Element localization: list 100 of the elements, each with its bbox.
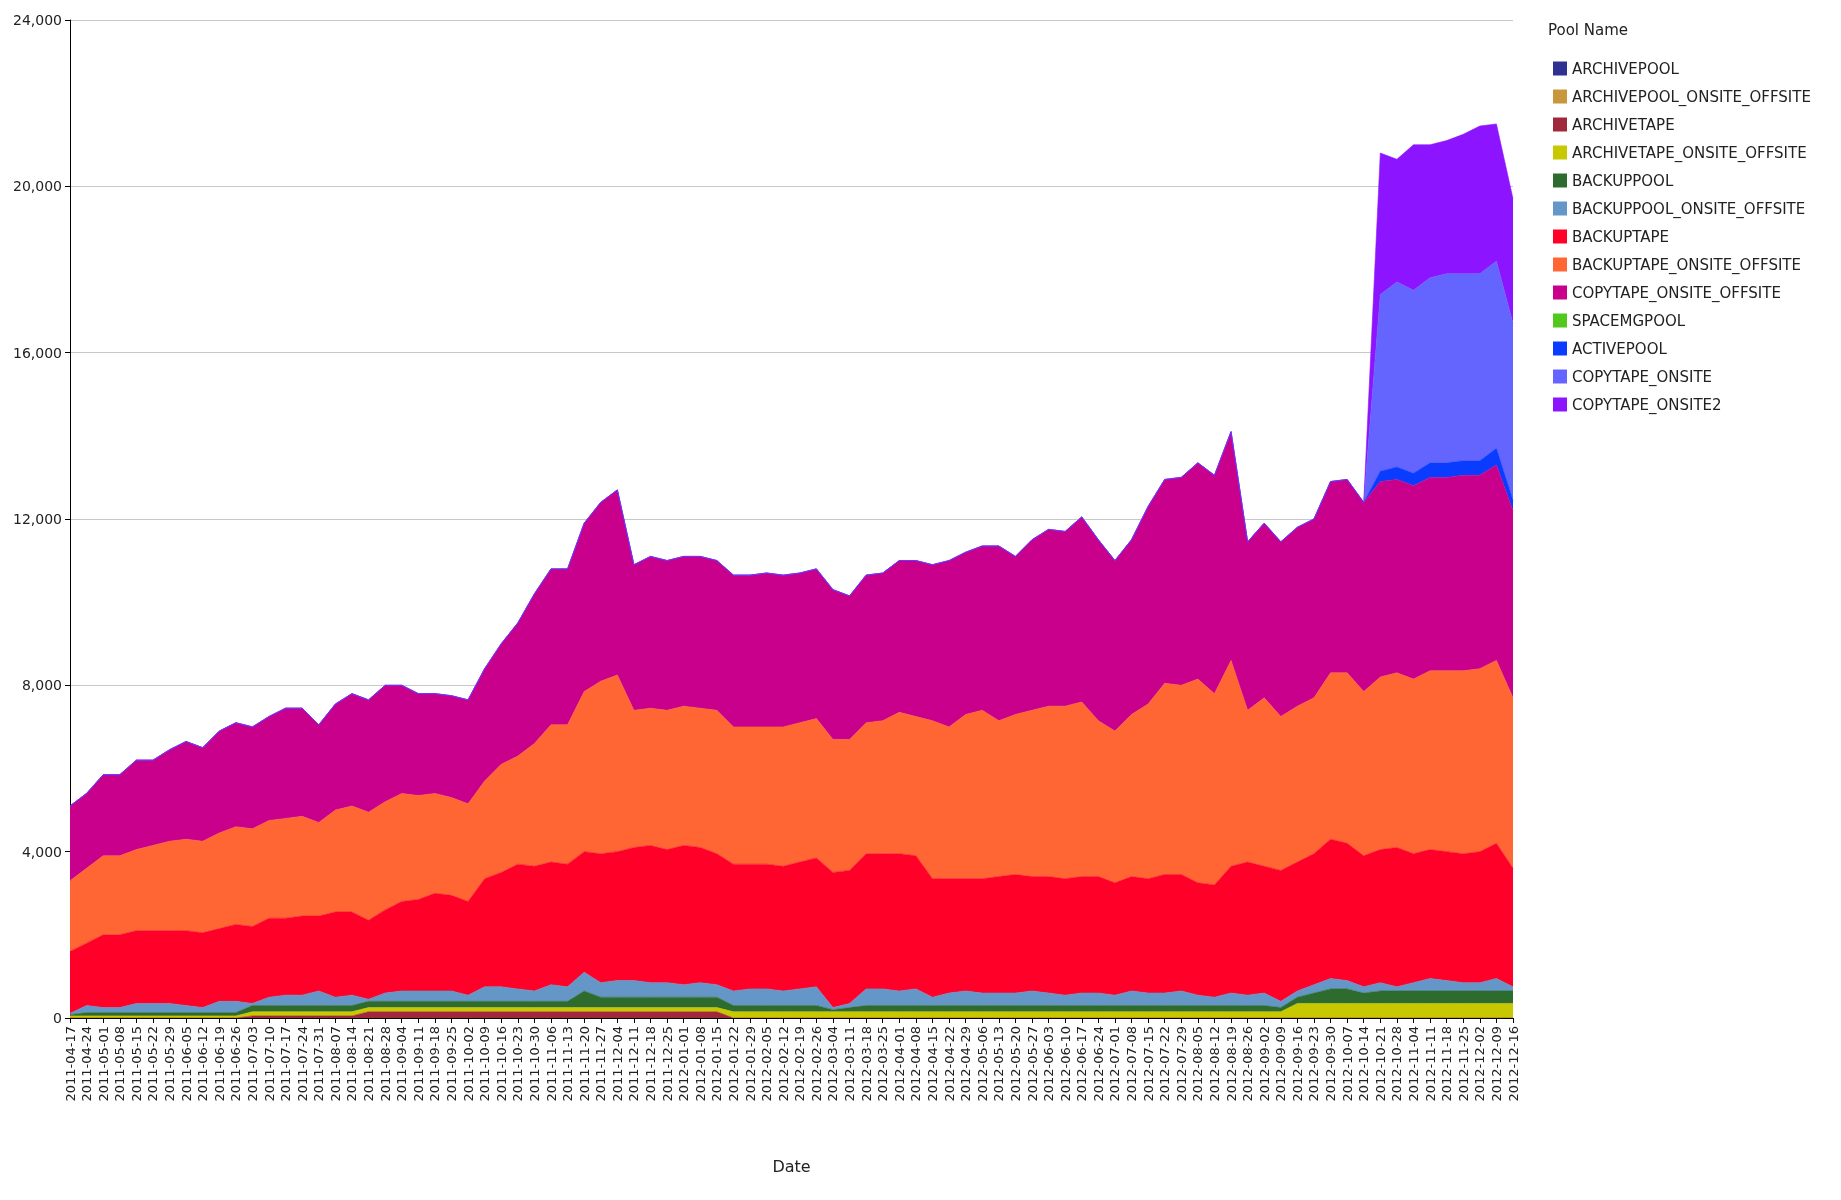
x-tick-label: 2011-12-25 — [659, 1026, 675, 1102]
x-tick-label: 2011-10-09 — [477, 1026, 493, 1102]
x-tick-label: 2012-12-16 — [1505, 1026, 1521, 1102]
x-tick-label: 2012-01-01 — [676, 1026, 692, 1102]
x-tick-label: 2011-12-04 — [609, 1026, 625, 1102]
x-tick-label: 2012-05-27 — [1024, 1026, 1040, 1102]
x-tick-label: 2012-02-05 — [759, 1026, 775, 1102]
x-tick-label: 2012-05-06 — [974, 1026, 990, 1102]
x-tick-label: 2011-08-14 — [344, 1026, 360, 1102]
x-tick-label: 2012-01-22 — [725, 1026, 741, 1102]
legend-label: COPYTAPE_ONSITE_OFFSITE — [1572, 283, 1781, 303]
legend-label: ARCHIVETAPE — [1572, 115, 1675, 134]
x-tick-label: 2011-10-16 — [493, 1026, 509, 1102]
x-tick-label: 2011-04-24 — [79, 1026, 95, 1102]
legend-title: Pool Name — [1548, 20, 1629, 39]
x-tick-label: 2012-10-14 — [1356, 1026, 1372, 1102]
x-tick-label: 2012-09-09 — [1273, 1026, 1289, 1102]
x-tick-label: 2012-01-15 — [709, 1026, 725, 1102]
x-tick-label: 2012-06-10 — [1057, 1026, 1073, 1102]
legend-label: BACKUPTAPE — [1572, 227, 1670, 246]
x-tick-label: 2012-10-07 — [1339, 1026, 1355, 1102]
x-tick-label: 2011-10-30 — [526, 1026, 542, 1102]
x-tick-label: 2011-10-02 — [460, 1026, 476, 1102]
x-tick-label: 2012-04-08 — [908, 1026, 924, 1102]
x-tick-label: 2011-07-17 — [278, 1026, 294, 1102]
x-tick-label: 2012-09-16 — [1289, 1026, 1305, 1102]
x-tick-label: 2012-12-02 — [1472, 1026, 1488, 1102]
x-tick-label: 2012-11-11 — [1422, 1026, 1438, 1102]
legend-label: ACTIVEPOOL — [1572, 339, 1668, 358]
x-tick-label: 2012-04-01 — [891, 1026, 907, 1102]
x-tick-label: 2011-08-28 — [377, 1026, 393, 1102]
x-tick-label: 2011-07-24 — [294, 1026, 310, 1102]
x-tick-label: 2012-07-22 — [1157, 1026, 1173, 1102]
x-tick-label: 2011-11-13 — [560, 1026, 576, 1102]
legend-label: BACKUPPOOL — [1572, 171, 1674, 190]
x-tick-label: 2011-08-07 — [327, 1026, 343, 1102]
x-tick-label: 2011-06-05 — [178, 1026, 194, 1102]
x-tick-label: 2012-03-18 — [858, 1026, 874, 1102]
y-tick-label: 20,000 — [13, 178, 62, 195]
x-tick-label: 2011-05-01 — [95, 1026, 111, 1102]
x-tick-label: 2011-05-15 — [128, 1026, 144, 1102]
legend-label: ARCHIVEPOOL_ONSITE_OFFSITE — [1572, 87, 1811, 107]
x-tick-label: 2012-06-24 — [1090, 1026, 1106, 1102]
x-tick-label: 2011-09-11 — [410, 1026, 426, 1102]
x-tick-label: 2012-08-26 — [1240, 1026, 1256, 1102]
x-tick-label: 2012-12-09 — [1488, 1026, 1504, 1102]
legend-label: COPYTAPE_ONSITE2 — [1572, 395, 1722, 415]
x-tick-label: 2011-09-04 — [394, 1026, 410, 1102]
y-tick-label: 12,000 — [13, 511, 62, 527]
x-tick-label: 2012-07-15 — [1140, 1026, 1156, 1102]
x-tick-label: 2011-12-11 — [626, 1026, 642, 1102]
x-tick-label: 2012-06-17 — [1074, 1026, 1090, 1102]
x-tick-label: 2012-11-25 — [1455, 1026, 1471, 1102]
x-tick-label: 2011-05-22 — [145, 1026, 161, 1102]
x-tick-label: 2011-05-29 — [162, 1026, 178, 1102]
x-tick-label: 2012-01-29 — [742, 1026, 758, 1102]
x-tick-label: 2012-03-11 — [842, 1026, 858, 1102]
x-tick-label: 2012-11-04 — [1405, 1026, 1421, 1102]
x-tick-label: 2012-08-19 — [1223, 1026, 1239, 1102]
x-tick-label: 2012-05-20 — [1007, 1026, 1023, 1102]
x-tick-label: 2011-06-12 — [195, 1026, 211, 1102]
x-tick-label: 2011-08-21 — [361, 1026, 377, 1102]
x-tick-label: 2012-03-25 — [875, 1026, 891, 1102]
legend-label: ARCHIVEPOOL — [1572, 59, 1680, 78]
legend-label: BACKUPTAPE_ONSITE_OFFSITE — [1572, 255, 1801, 275]
x-tick-label: 2012-09-02 — [1256, 1026, 1272, 1102]
x-tick-label: 2011-09-25 — [443, 1026, 459, 1102]
legend-label: SPACEMGPOOL — [1572, 311, 1686, 330]
x-tick-label: 2011-04-17 — [62, 1026, 78, 1102]
x-tick-label: 2011-11-06 — [543, 1026, 559, 1102]
x-tick-label: 2011-07-31 — [311, 1026, 327, 1102]
x-tick-label: 2012-07-29 — [1173, 1026, 1189, 1102]
x-tick-label: 2012-10-21 — [1372, 1026, 1388, 1102]
x-tick-label: 2012-05-13 — [991, 1026, 1007, 1102]
x-tick-label: 2012-02-12 — [775, 1026, 791, 1102]
y-tick-label: 4,000 — [21, 843, 62, 860]
x-tick-label: 2012-04-15 — [924, 1026, 940, 1102]
y-tick-label: 16,000 — [13, 344, 62, 361]
x-tick-label: 2012-07-01 — [1107, 1026, 1123, 1102]
y-tick-label: 8,000 — [21, 677, 62, 694]
x-tick-label: 2011-05-08 — [112, 1026, 128, 1102]
x-tick-label: 2012-06-03 — [1041, 1026, 1057, 1102]
x-tick-label: 2011-07-10 — [261, 1026, 277, 1102]
x-tick-label: 2012-02-19 — [792, 1026, 808, 1102]
x-tick-label: 2012-07-08 — [1124, 1026, 1140, 1102]
x-tick-label: 2012-04-22 — [941, 1026, 957, 1102]
x-tick-label: 2011-07-03 — [244, 1026, 260, 1102]
y-tick-label: 0 — [53, 1010, 62, 1026]
x-tick-label: 2012-03-04 — [825, 1026, 841, 1102]
x-tick-label: 2012-09-23 — [1306, 1026, 1322, 1102]
y-tick-label: 24,000 — [13, 12, 62, 28]
x-tick-label: 2012-09-30 — [1323, 1026, 1339, 1102]
x-tick-label: 2012-02-26 — [808, 1026, 824, 1102]
legend-label: ARCHIVETAPE_ONSITE_OFFSITE — [1572, 143, 1807, 163]
legend-label: COPYTAPE_ONSITE — [1572, 367, 1713, 387]
x-tick-label: 2012-10-28 — [1389, 1026, 1405, 1102]
x-tick-label: 2011-12-18 — [643, 1026, 659, 1102]
legend-label: BACKUPPOOL_ONSITE_OFFSITE — [1572, 199, 1806, 219]
x-tick-label: 2012-04-29 — [958, 1026, 974, 1102]
x-tick-label: 2011-06-26 — [228, 1026, 244, 1102]
